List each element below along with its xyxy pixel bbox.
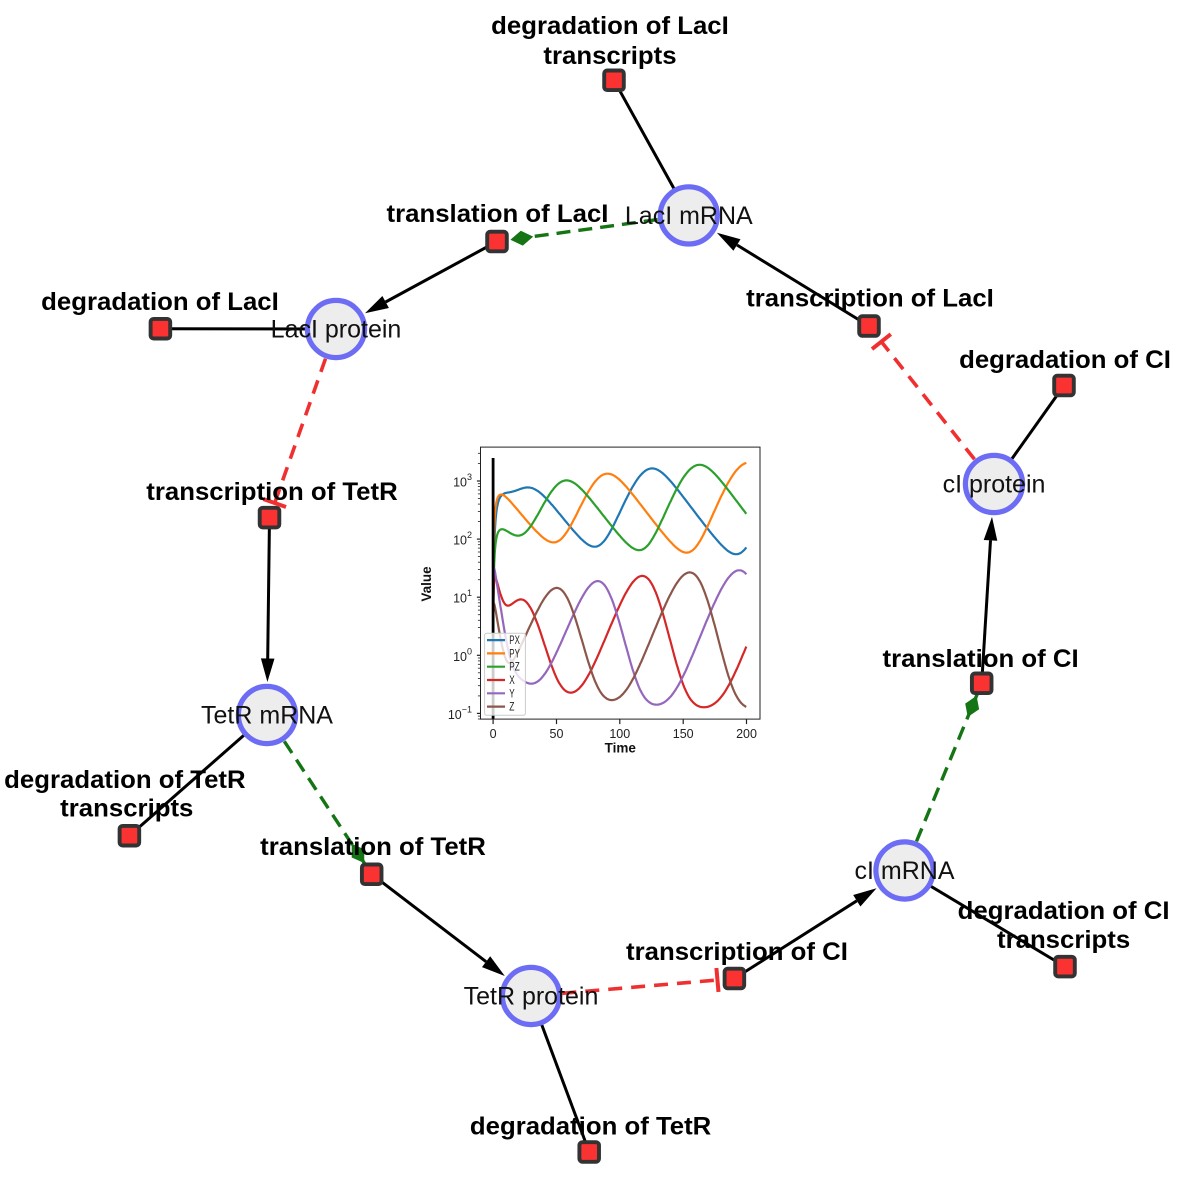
svg-text:102: 102 (453, 530, 472, 548)
svg-text:X: X (509, 673, 515, 687)
svg-text:101: 101 (453, 588, 472, 606)
svg-text:transcription of LacI: transcription of LacI (746, 284, 994, 312)
svg-text:Time: Time (605, 741, 637, 756)
svg-text:cI protein: cI protein (943, 471, 1046, 499)
svg-text:103: 103 (453, 472, 472, 490)
svg-text:TetR mRNA: TetR mRNA (201, 702, 333, 730)
svg-text:translation of CI: translation of CI (883, 645, 1079, 673)
svg-text:PY: PY (509, 646, 520, 660)
svg-text:cI mRNA: cI mRNA (855, 857, 955, 885)
svg-text:degradation of CI: degradation of CI (958, 897, 1170, 925)
svg-text:0: 0 (490, 727, 497, 741)
svg-text:PX: PX (509, 633, 520, 647)
svg-text:degradation of TetR: degradation of TetR (4, 766, 245, 794)
svg-text:Y: Y (509, 686, 514, 700)
svg-text:100: 100 (609, 727, 630, 741)
svg-text:degradation of LacI: degradation of LacI (491, 12, 729, 40)
svg-text:10−1: 10−1 (448, 704, 472, 722)
svg-text:TetR protein: TetR protein (464, 983, 599, 1011)
svg-text:translation of LacI: translation of LacI (387, 200, 609, 228)
svg-text:150: 150 (673, 727, 694, 741)
svg-text:degradation of TetR: degradation of TetR (470, 1112, 711, 1140)
svg-text:degradation of LacI: degradation of LacI (41, 288, 279, 316)
svg-text:PZ: PZ (509, 660, 519, 674)
svg-text:200: 200 (736, 727, 757, 741)
svg-text:LacI mRNA: LacI mRNA (625, 202, 753, 230)
svg-text:transcription of CI: transcription of CI (626, 938, 848, 966)
svg-text:Value: Value (419, 566, 434, 602)
svg-text:degradation of CI: degradation of CI (959, 346, 1171, 374)
svg-text:Z: Z (509, 700, 514, 714)
svg-text:transcripts: transcripts (543, 42, 676, 70)
svg-text:100: 100 (453, 646, 472, 664)
svg-text:50: 50 (550, 727, 564, 741)
svg-text:translation of TetR: translation of TetR (260, 833, 486, 861)
svg-text:transcription of TetR: transcription of TetR (146, 478, 397, 506)
svg-text:transcripts: transcripts (997, 926, 1130, 954)
svg-text:LacI protein: LacI protein (271, 316, 402, 344)
svg-text:transcripts: transcripts (60, 794, 193, 822)
